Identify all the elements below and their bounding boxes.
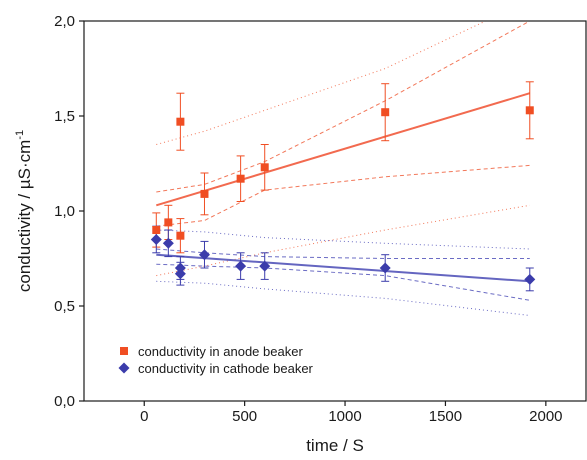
anode-fit-line bbox=[156, 92, 531, 207]
y-tick-label: 2,0 bbox=[54, 13, 75, 30]
x-axis-ticks: 0 500 1000 1500 2000 bbox=[140, 401, 563, 425]
y-axis-title: conductivity / µS·cm-1 bbox=[14, 130, 34, 292]
y-axis-title-superscript: -1 bbox=[14, 130, 26, 140]
legend-marker-anode bbox=[120, 347, 128, 355]
legend-marker-cathode bbox=[118, 362, 130, 374]
anode-point bbox=[236, 174, 245, 183]
fit-lines bbox=[156, 92, 531, 283]
x-tick-label: 500 bbox=[232, 408, 257, 425]
anode-point bbox=[152, 226, 161, 234]
cathode-point bbox=[162, 237, 174, 249]
anode-confidence-upper bbox=[156, 21, 531, 193]
anode-prediction-lower bbox=[156, 204, 530, 277]
cathode-point bbox=[259, 260, 271, 272]
y-tick-label: 0,5 bbox=[54, 298, 75, 315]
y-axis-ticks: 0,0 0,5 1,0 1,5 2,0 bbox=[54, 13, 84, 410]
cathode-point bbox=[150, 234, 162, 245]
anode-prediction-upper bbox=[156, 21, 486, 145]
anode-confidence-lower bbox=[156, 164, 530, 227]
x-tick-label: 2000 bbox=[529, 408, 562, 425]
anode-point bbox=[176, 117, 185, 126]
anode-point bbox=[260, 163, 269, 172]
cathode-point bbox=[524, 273, 536, 285]
data-points bbox=[150, 106, 536, 285]
legend-label-anode: conductivity in anode beaker bbox=[138, 344, 303, 359]
cathode-confidence-lower bbox=[156, 263, 530, 301]
anode-point bbox=[200, 189, 209, 198]
y-axis-title-main: conductivity / µS·cm bbox=[15, 140, 34, 292]
anode-point bbox=[381, 108, 390, 117]
cathode-prediction-lower bbox=[156, 280, 530, 316]
anode-point bbox=[525, 106, 534, 115]
x-axis-title: time / S bbox=[306, 436, 364, 455]
x-tick-label: 1500 bbox=[429, 408, 462, 425]
y-tick-label: 0,0 bbox=[54, 393, 75, 410]
confidence-bands bbox=[156, 21, 531, 316]
x-tick-label: 0 bbox=[140, 408, 148, 425]
legend: conductivity in anode beaker conductivit… bbox=[118, 344, 314, 376]
cathode-confidence-upper bbox=[156, 248, 530, 259]
y-tick-label: 1,5 bbox=[54, 108, 75, 125]
cathode-point bbox=[235, 260, 247, 272]
cathode-fit-line bbox=[156, 253, 530, 283]
x-tick-label: 1000 bbox=[328, 408, 361, 425]
y-tick-label: 1,0 bbox=[54, 203, 75, 220]
cathode-point bbox=[379, 262, 391, 274]
cathode-point bbox=[198, 249, 210, 261]
anode-point bbox=[164, 218, 173, 227]
cathode-point bbox=[174, 268, 186, 280]
legend-label-cathode: conductivity in cathode beaker bbox=[138, 361, 314, 376]
cathode-prediction-upper bbox=[156, 229, 530, 250]
cathode-point bbox=[174, 262, 186, 274]
anode-point bbox=[176, 231, 185, 240]
